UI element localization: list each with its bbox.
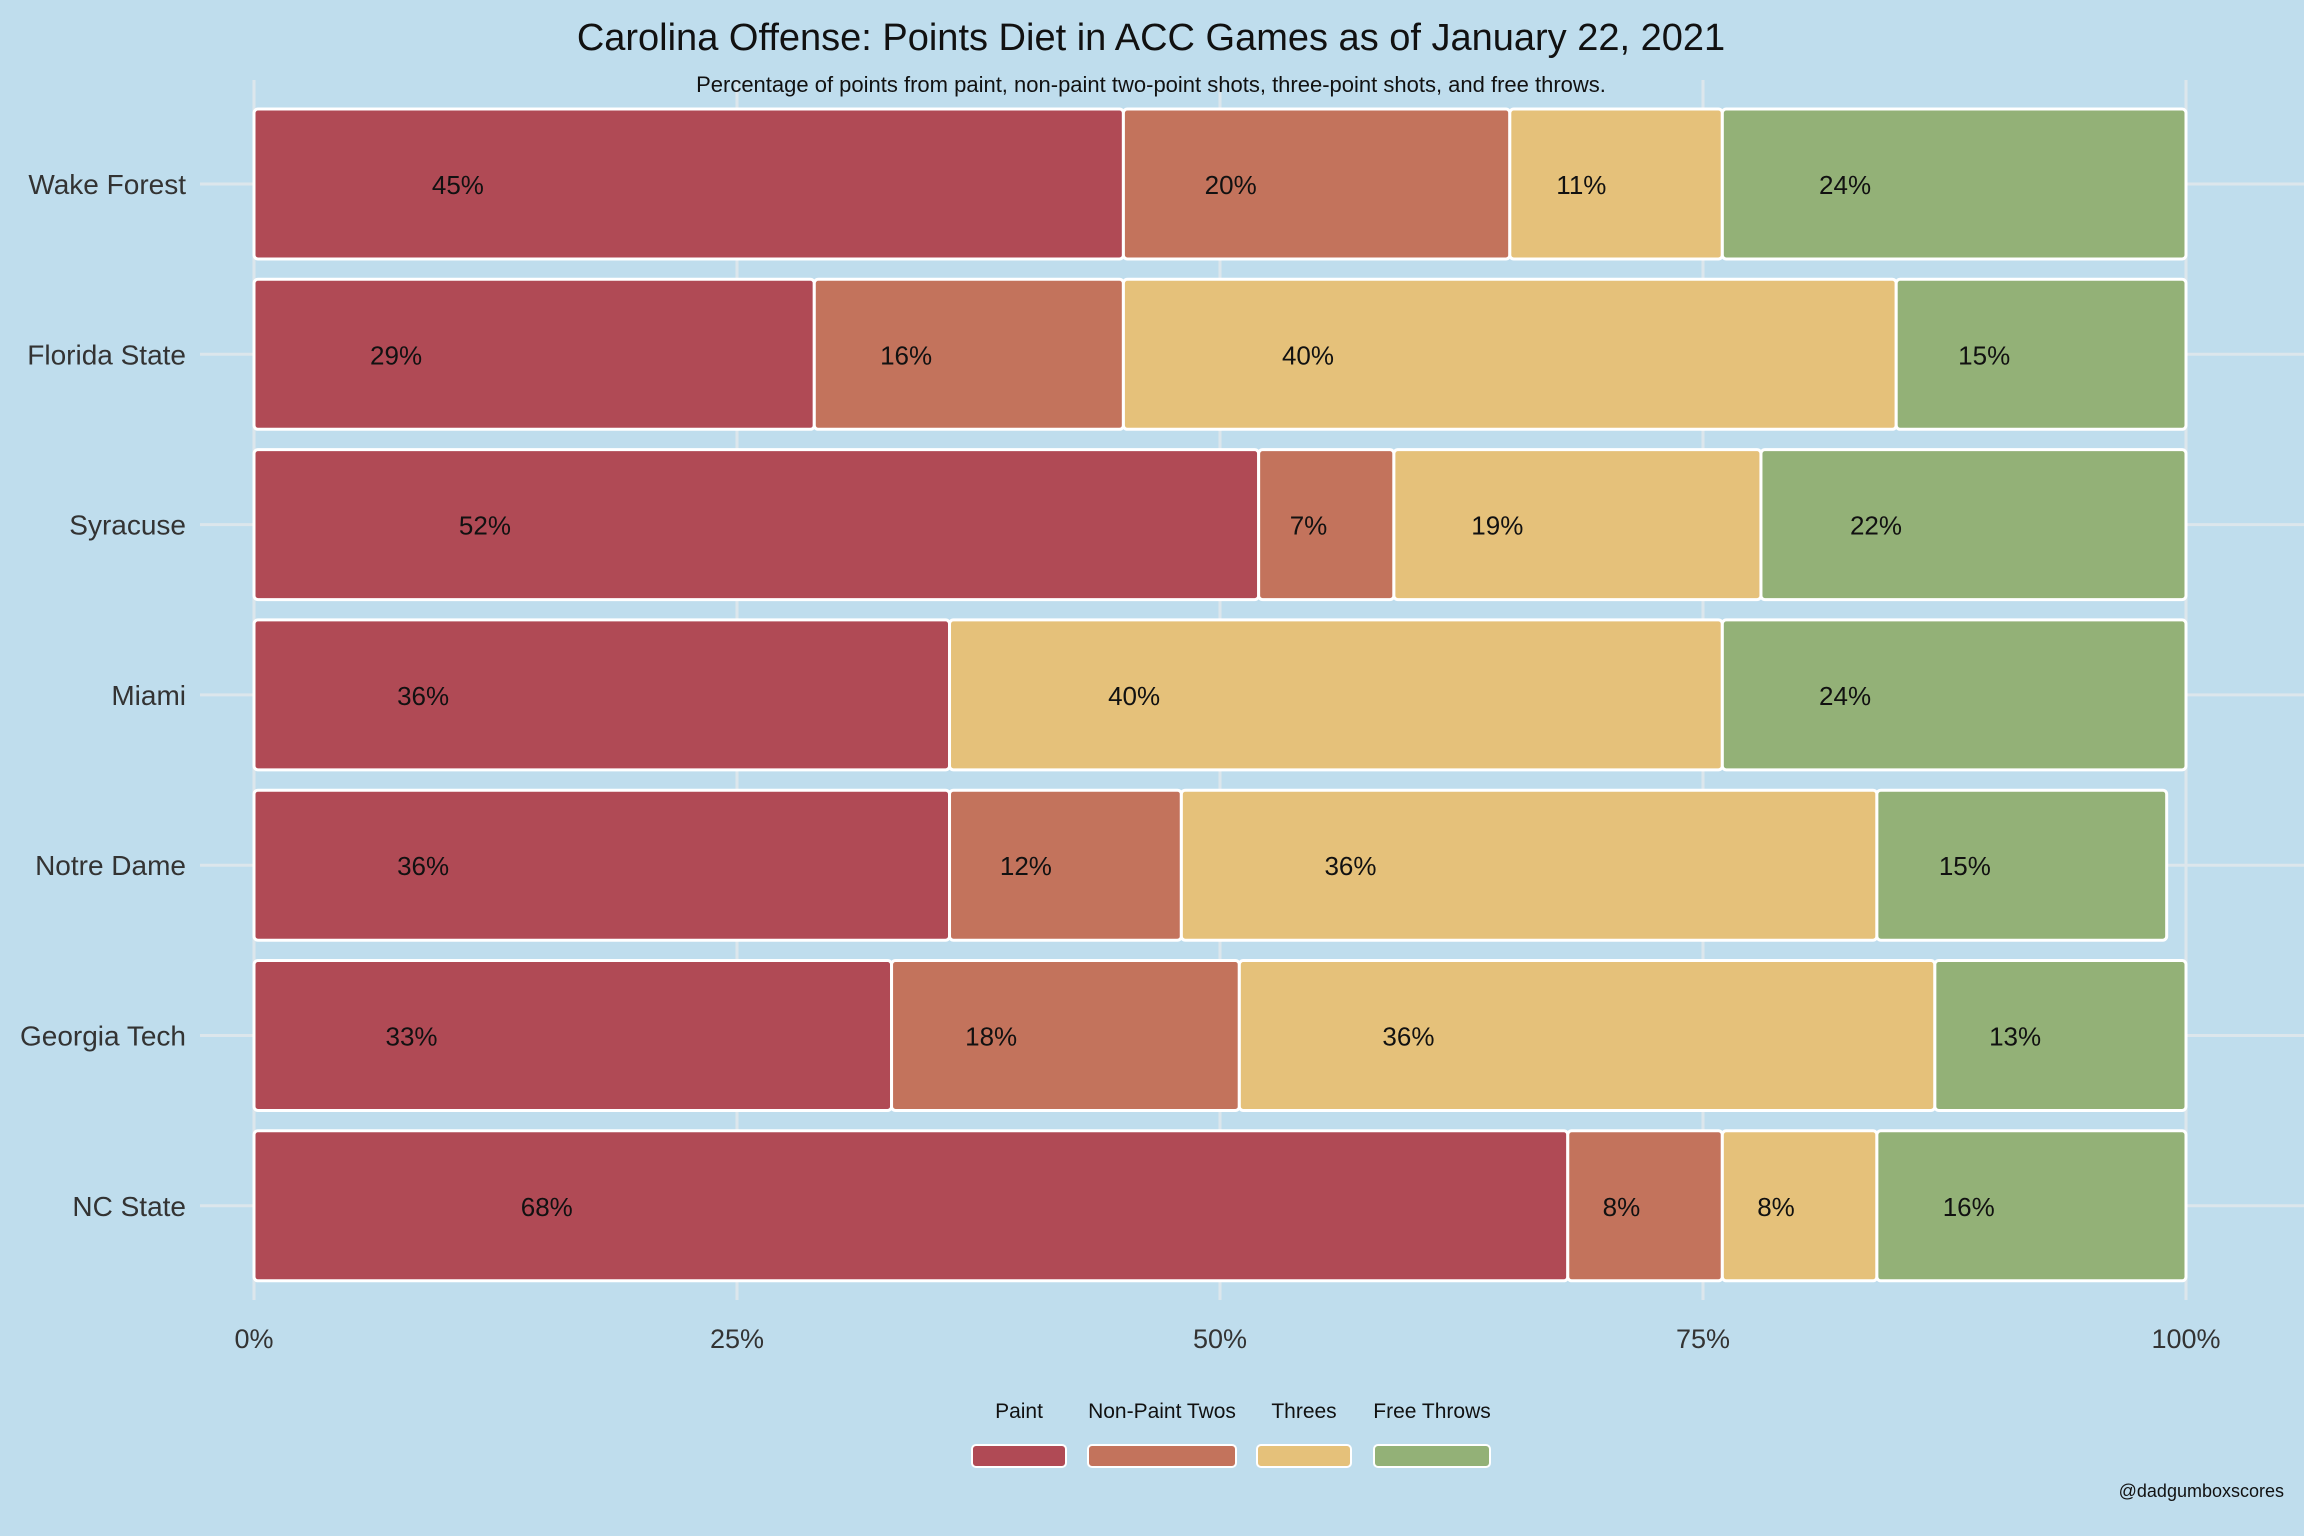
bar-segment <box>252 618 952 772</box>
bar-segment <box>252 959 894 1112</box>
data-label: 68% <box>521 1192 573 1222</box>
bar-segment <box>1894 277 2188 431</box>
bar-segment <box>1121 277 1898 431</box>
bar-segment <box>252 107 1125 261</box>
bar-segment <box>948 618 1724 772</box>
data-label: 19% <box>1471 511 1523 541</box>
bar-segment <box>252 1129 1570 1283</box>
data-label: 7% <box>1290 511 1328 541</box>
bar-segment <box>1237 959 1937 1112</box>
data-label: 33% <box>386 1022 438 1052</box>
data-label: 16% <box>1943 1192 1995 1222</box>
data-label: 8% <box>1757 1192 1795 1222</box>
bar-segment <box>252 448 1261 602</box>
x-tick-label: 0% <box>234 1324 273 1354</box>
axes: 0% 25% 50% 75% 100% Wake Forest Florida State S… <box>20 169 2221 1354</box>
bar-labels: 45% 20% 11% 24% 29% 16% 40% 15% 52% 7% 19% 22% 36% 40… <box>370 170 2041 1222</box>
data-label: 16% <box>880 340 932 370</box>
bar-segment <box>1720 107 2188 261</box>
bar-segment <box>252 788 952 942</box>
legend-swatch <box>971 1444 1067 1468</box>
category-label: Georgia Tech <box>20 1021 186 1052</box>
chart-subtitle: Percentage of points from paint, non-pai… <box>696 72 1606 97</box>
bar-segment <box>1720 618 2188 772</box>
bar-segment <box>1875 788 2169 942</box>
bar-segment <box>1933 959 2188 1112</box>
data-label: 8% <box>1603 1192 1641 1222</box>
category-label: Wake Forest <box>28 169 186 200</box>
data-label: 11% <box>1556 170 1606 200</box>
legend-label: Free Throws <box>1373 1400 1490 1423</box>
category-label: Florida State <box>27 339 186 370</box>
category-label: Notre Dame <box>35 850 186 881</box>
data-label: 45% <box>432 170 484 200</box>
x-tick-label: 100% <box>2151 1324 2220 1354</box>
data-label: 36% <box>397 681 449 711</box>
data-label: 40% <box>1282 340 1334 370</box>
chart-title: Carolina Offense: Points Diet in ACC Gam… <box>577 17 1725 59</box>
bar-segment <box>890 959 1241 1112</box>
bar-segment <box>252 277 816 431</box>
bar-segment <box>1179 788 1879 942</box>
legend-label: Paint <box>995 1400 1043 1423</box>
bar-segment <box>1392 448 1763 602</box>
bars <box>252 107 2188 1283</box>
x-tick-label: 50% <box>1193 1324 1247 1354</box>
legend-label: Non-Paint Twos <box>1088 1400 1236 1423</box>
legend-swatch <box>1373 1444 1491 1468</box>
bar-segment <box>1121 107 1512 261</box>
legend-swatch <box>1256 1444 1352 1468</box>
data-label: 15% <box>1939 851 1991 881</box>
bar-segment <box>1508 107 1724 261</box>
bar-segment <box>812 277 1125 431</box>
data-label: 22% <box>1850 511 1902 541</box>
data-label: 18% <box>965 1022 1017 1052</box>
legend: Paint Non-Paint Twos Threes Free Throws <box>971 1400 1491 1468</box>
bar-segment <box>948 788 1183 942</box>
data-label: 24% <box>1819 170 1871 200</box>
data-label: 52% <box>459 511 511 541</box>
data-label: 29% <box>370 340 422 370</box>
data-label: 36% <box>397 851 449 881</box>
data-label: 13% <box>1989 1022 2041 1052</box>
data-label: 40% <box>1108 681 1160 711</box>
category-label: Syracuse <box>69 510 186 541</box>
credit-text: @dadgumboxscores <box>2119 1481 2284 1501</box>
data-label: 15% <box>1958 340 2010 370</box>
category-label: NC State <box>72 1191 186 1222</box>
bar-segment <box>1720 1129 1879 1283</box>
data-label: 12% <box>1000 851 1052 881</box>
category-label: Miami <box>111 680 186 711</box>
bar-segment <box>1875 1129 2188 1283</box>
data-label: 24% <box>1819 681 1871 711</box>
data-label: 36% <box>1324 851 1376 881</box>
x-tick-label: 25% <box>710 1324 764 1354</box>
bar-segment <box>1759 448 2188 602</box>
legend-label: Threes <box>1271 1400 1336 1423</box>
data-label: 20% <box>1205 170 1257 200</box>
bar-segment <box>1566 1129 1724 1283</box>
data-label: 36% <box>1382 1022 1434 1052</box>
legend-swatch <box>1087 1444 1237 1468</box>
x-tick-label: 75% <box>1676 1324 1730 1354</box>
